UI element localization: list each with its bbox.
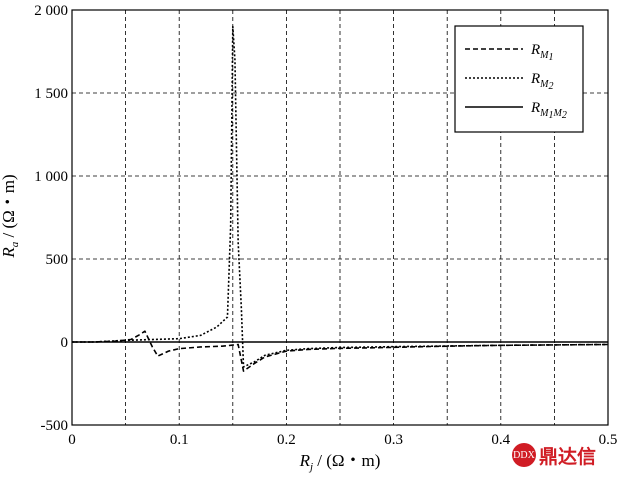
x-tick-label-4: 0.4 [491,432,510,448]
watermark-logo-text: DDX [513,449,535,461]
watermark: DDX 鼎达信 [512,440,596,470]
y-axis-label-unit: / (Ω・m) [0,174,18,241]
y-tick-label-4: 1 500 [34,86,68,102]
legend-label-rm1: RM1 [530,42,554,63]
x-tick-label-3: 0.3 [384,432,403,448]
watermark-text: 鼎达信 [539,445,597,468]
x-axis-label-main: R [299,451,311,470]
y-tick-label-0: -500 [41,418,69,434]
series-line-1 [72,25,609,368]
y-tick-label-3: 1 000 [34,169,68,185]
y-axis-label-main: R [0,247,18,259]
x-tick-label-0: 0 [68,432,76,448]
legend-box [454,25,584,133]
series-layer [72,25,609,372]
x-axis-label-unit: / (Ω・m) [313,451,380,470]
series-line-0 [72,330,609,372]
plot-frame [71,9,609,426]
x-tick-label-2: 0.2 [277,432,296,448]
x-tick-label-1: 0.1 [170,432,189,448]
legend-label-rm1m2: RM1M2 [530,100,567,121]
x-tick-label-5: 0.5 [599,432,618,448]
legend: RM1 RM2 RM1M2 [454,25,584,133]
legend-label-rm2: RM2 [530,71,554,92]
y-axis-label: Ra / (Ω・m) [0,174,21,258]
x-axis-label: Rj / (Ω・m) [299,451,381,473]
watermark-logo-icon: DDX [512,443,536,467]
y-tick-label-1: 0 [61,335,69,351]
y-tick-label-5: 2 000 [34,3,68,19]
y-tick-label-2: 500 [46,252,69,268]
x-axis-label-sub: j [308,461,313,473]
y-axis-label-sub: a [9,241,21,247]
